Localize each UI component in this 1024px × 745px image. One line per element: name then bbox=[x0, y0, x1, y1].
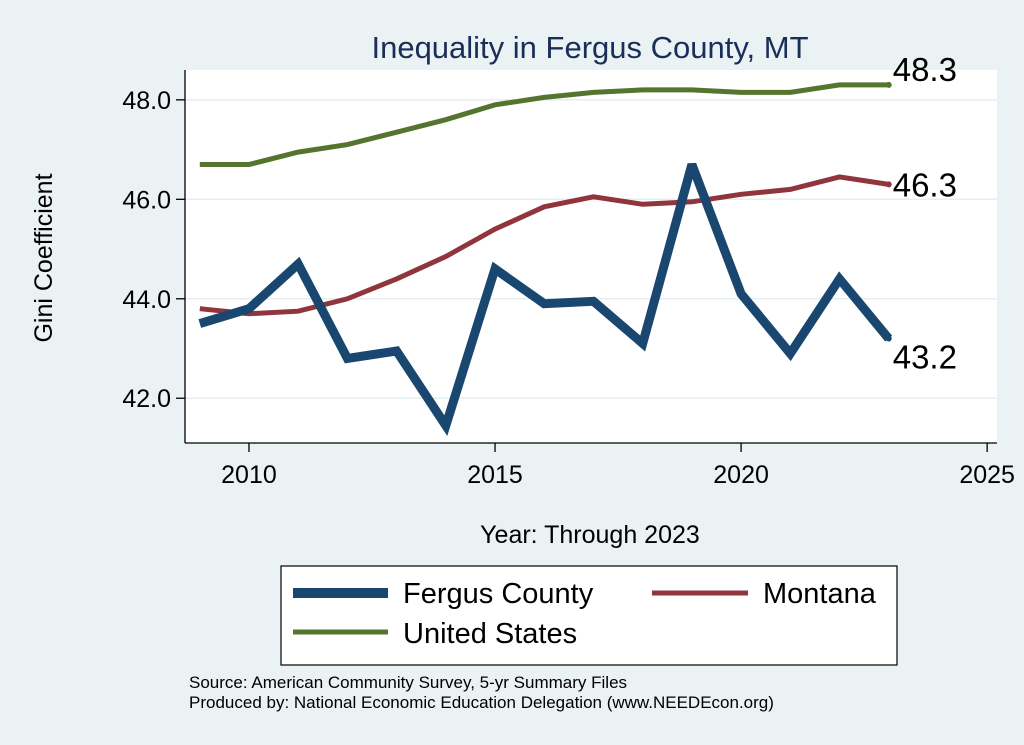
end-point-fergus-county bbox=[885, 335, 892, 342]
x-tick-label: 2015 bbox=[467, 461, 523, 489]
end-point-united-states bbox=[885, 81, 892, 88]
end-label-united-states: 48.3 bbox=[893, 51, 957, 88]
series-line-united-states bbox=[199, 82, 889, 167]
legend-label-montana: Montana bbox=[763, 578, 877, 610]
x-axis-label: Year: Through 2023 bbox=[480, 521, 700, 549]
series-line-montana bbox=[199, 174, 890, 317]
y-axis-label: Gini Coefficient bbox=[30, 173, 58, 342]
end-label-fergus-county: 43.2 bbox=[893, 339, 957, 376]
y-tick-label: 42.0 bbox=[122, 385, 171, 413]
x-tick-label: 2025 bbox=[959, 461, 1015, 489]
end-label-montana: 46.3 bbox=[893, 166, 957, 203]
series-line-fergus-county bbox=[198, 162, 893, 436]
legend-label-united-states: United States bbox=[403, 618, 577, 650]
chart-title: Inequality in Fergus County, MT bbox=[371, 30, 808, 65]
x-tick-label: 2020 bbox=[713, 461, 769, 489]
end-point-montana bbox=[885, 181, 892, 188]
y-tick-label: 48.0 bbox=[122, 87, 171, 115]
produced-by-note: Produced by: National Economic Education… bbox=[189, 693, 774, 712]
axes: 42.0 44.0 46.0 48.0 2010 2015 2020 2025 bbox=[122, 70, 1015, 489]
legend-box bbox=[280, 565, 898, 666]
legend: Fergus County Montana United States bbox=[280, 565, 898, 666]
y-tick-label: 44.0 bbox=[122, 286, 171, 314]
y-tick-label: 46.0 bbox=[122, 186, 171, 214]
source-note: Source: American Community Survey, 5-yr … bbox=[189, 673, 627, 692]
plot-area bbox=[185, 70, 997, 443]
legend-label-fergus-county: Fergus County bbox=[403, 578, 594, 610]
series-layer: 43.2 46.3 48.3 bbox=[198, 51, 957, 436]
x-tick-label: 2010 bbox=[221, 461, 277, 489]
